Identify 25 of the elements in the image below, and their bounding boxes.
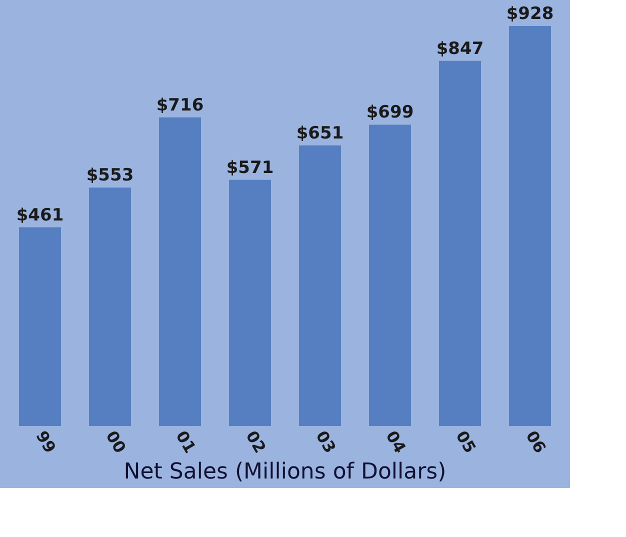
x-tick-label: 03	[312, 428, 340, 456]
bar	[89, 188, 131, 426]
bar	[299, 145, 341, 426]
x-tick-label: 99	[32, 428, 60, 456]
data-label: $571	[226, 158, 274, 178]
x-tick-label: 02	[242, 428, 270, 456]
x-tick-label: 01	[172, 428, 200, 456]
data-label: $928	[506, 4, 554, 24]
bar	[159, 117, 201, 426]
x-tick-label: 04	[382, 428, 410, 456]
data-label: $847	[436, 38, 484, 59]
bar	[369, 124, 411, 426]
bar	[439, 60, 481, 426]
data-label: $699	[366, 102, 414, 123]
data-label: $461	[16, 205, 64, 226]
x-tick-label: 00	[102, 428, 130, 456]
x-tick-label: 05	[452, 428, 480, 456]
data-label: $553	[86, 166, 134, 186]
text: Net Sales (Millions of Dollars)	[124, 459, 446, 484]
data-label: $716	[156, 95, 204, 116]
bar	[19, 227, 61, 426]
bar	[229, 180, 271, 426]
bar	[509, 26, 551, 426]
x-tick-label: 06	[522, 428, 550, 456]
data-label: $651	[296, 123, 344, 144]
